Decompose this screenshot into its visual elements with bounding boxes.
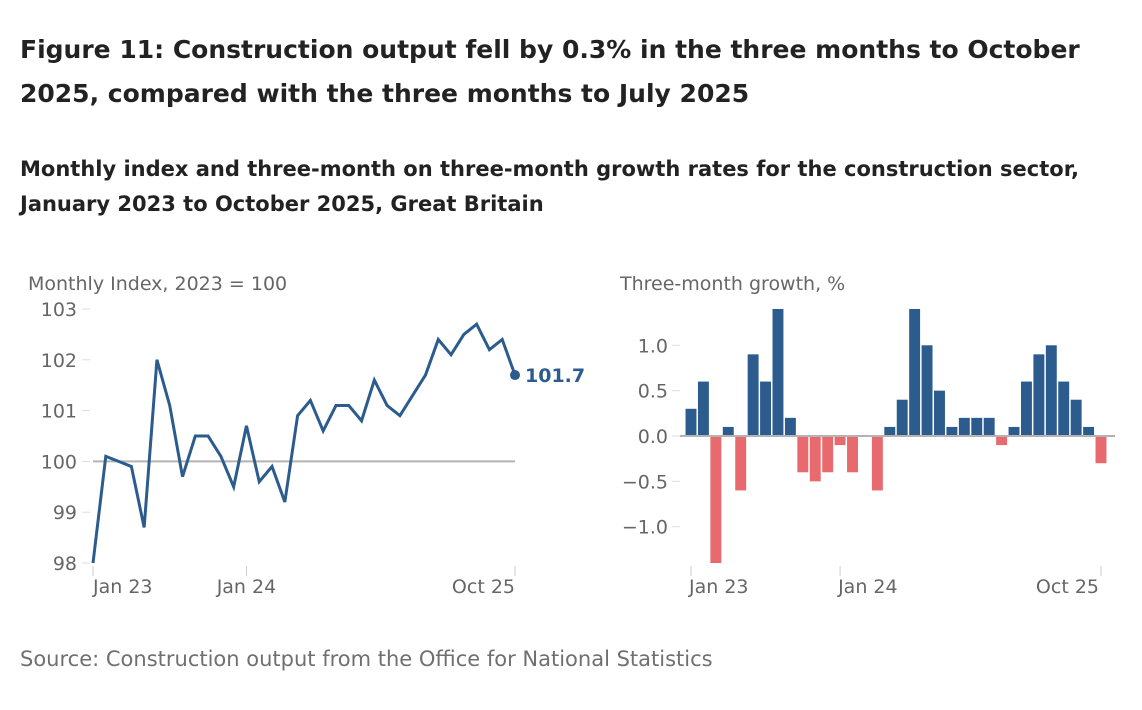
bar-positive <box>1083 426 1095 436</box>
figure-subtitle: Monthly index and three-month on three-m… <box>20 157 1079 216</box>
line-y-tick-label: 98 <box>53 553 77 575</box>
end-value-label: 101.7 <box>525 365 585 387</box>
source-note: Source: Construction output from the Off… <box>20 647 713 671</box>
bar-positive <box>760 381 772 436</box>
index-point <box>510 370 520 381</box>
bar-y-tick-label: 1.0 <box>638 335 668 357</box>
bar-negative <box>1095 436 1107 464</box>
bar-negative <box>735 436 747 491</box>
bar-y-tick-label: 0.5 <box>638 381 668 403</box>
bar-positive <box>896 399 908 436</box>
bar-positive <box>685 408 697 436</box>
bar-positive <box>958 417 970 436</box>
bar-positive <box>1020 381 1032 436</box>
bar-negative <box>797 436 809 473</box>
bar-positive <box>747 354 759 436</box>
bar-positive <box>884 426 896 436</box>
bar-positive <box>1033 354 1045 436</box>
bar-y-axis-label: Three-month growth, % <box>619 273 845 295</box>
line-y-tick-label: 102 <box>41 350 77 372</box>
bar-y-tick-label: −0.5 <box>622 471 668 493</box>
bar-negative <box>871 436 883 491</box>
bar-x-tick-label: Jan 24 <box>837 576 898 598</box>
bar-negative <box>809 436 821 482</box>
line-x-tick-label: Jan 24 <box>216 576 277 598</box>
line-y-tick-label: 101 <box>41 401 77 423</box>
bar-positive <box>722 426 734 436</box>
line-y-tick-label: 103 <box>41 299 77 321</box>
bar-positive <box>909 309 921 436</box>
bar-positive <box>934 390 945 436</box>
bar-positive <box>921 345 933 436</box>
bar-positive <box>1058 381 1070 436</box>
bar-negative <box>834 436 846 446</box>
line-x-tick-label: Oct 25 <box>452 576 515 598</box>
bar-y-tick-label: 0.0 <box>638 426 668 448</box>
bar-negative <box>847 436 858 473</box>
bar-positive <box>1008 426 1020 436</box>
bar-x-tick-label: Jan 23 <box>688 576 749 598</box>
bar-x-tick-label: Oct 25 <box>1036 576 1099 598</box>
index-line-series <box>91 321 517 564</box>
bar-positive <box>971 417 983 436</box>
bar-negative <box>822 436 834 473</box>
bar-positive <box>983 417 995 436</box>
bar-positive <box>697 381 709 436</box>
line-x-tick-label: Jan 23 <box>92 576 153 598</box>
bar-negative <box>710 436 722 563</box>
bar-positive <box>784 417 796 436</box>
bar-positive <box>772 309 784 436</box>
figure-title: Figure 11: Construction output fell by 0… <box>20 35 1080 108</box>
line-y-axis-label: Monthly Index, 2023 = 100 <box>28 273 287 295</box>
line-y-tick-label: 100 <box>41 451 77 473</box>
bar-positive <box>946 426 958 436</box>
bar-positive <box>1045 345 1057 436</box>
bar-negative <box>996 436 1008 446</box>
bar-y-tick-label: −1.0 <box>622 517 668 539</box>
line-y-tick-label: 99 <box>53 502 77 524</box>
bar-positive <box>1070 399 1082 436</box>
